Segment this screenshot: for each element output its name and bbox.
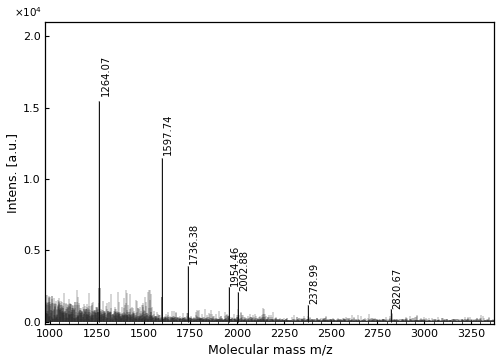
- Text: 1264.07: 1264.07: [101, 55, 111, 96]
- Text: 2820.67: 2820.67: [392, 268, 402, 308]
- Y-axis label: Intens. [a.u.]: Intens. [a.u.]: [6, 133, 18, 213]
- Text: 1954.46: 1954.46: [230, 244, 240, 286]
- Text: $\times$10$^4$: $\times$10$^4$: [14, 5, 42, 19]
- Text: 2002.88: 2002.88: [239, 250, 249, 291]
- Text: 1736.38: 1736.38: [190, 223, 200, 264]
- Text: 1597.74: 1597.74: [164, 113, 173, 155]
- Text: 2378.99: 2378.99: [310, 263, 320, 304]
- X-axis label: Molecular mass m/z: Molecular mass m/z: [208, 344, 332, 357]
